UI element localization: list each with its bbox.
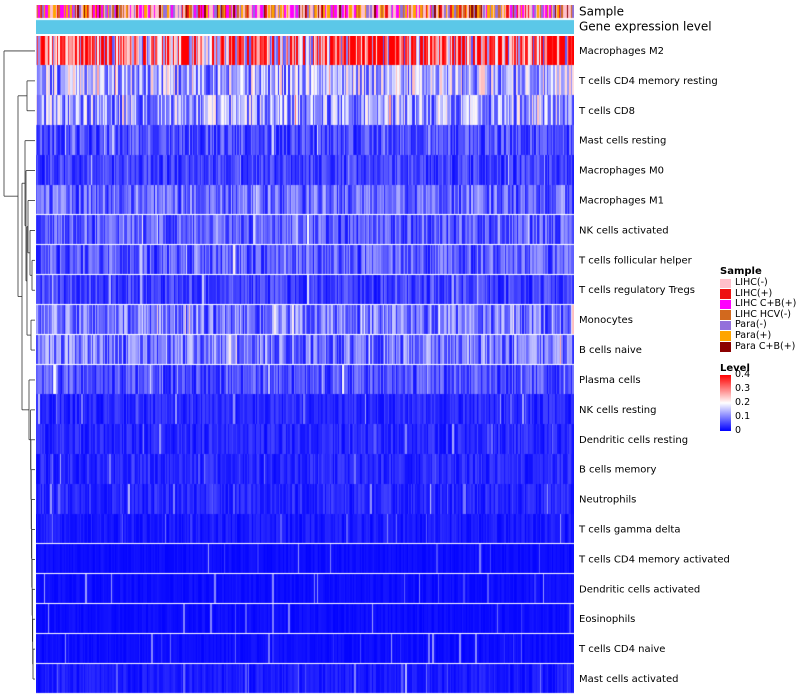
row-label: Macrophages M2 bbox=[579, 46, 664, 57]
legend-entry-sample: LIHC(+) bbox=[720, 287, 800, 300]
row-label: T cells CD4 memory resting bbox=[578, 76, 718, 87]
row-label: NK cells activated bbox=[579, 225, 669, 236]
legend-entry-sample: LIHC C+B(+) bbox=[720, 299, 800, 310]
level-tick-label: 0.2 bbox=[735, 397, 751, 408]
legend-swatch bbox=[720, 320, 731, 331]
legend-label: LIHC HCV(-) bbox=[735, 308, 792, 320]
row-label: Neutrophils bbox=[579, 495, 636, 506]
row-label: Monocytes bbox=[579, 315, 633, 326]
legend-swatch bbox=[720, 342, 731, 352]
legend-label: Para(+) bbox=[735, 329, 772, 341]
row-label: Plasma cells bbox=[579, 375, 641, 386]
legend-entry-sample: Para(-) bbox=[720, 320, 800, 331]
legend-entry-sample: Para(+) bbox=[720, 329, 800, 342]
level-tick-label: 0.4 bbox=[735, 369, 751, 380]
column-annotation-bars bbox=[36, 5, 574, 34]
legend-label: LIHC(-) bbox=[735, 277, 768, 288]
sample-legend-title: Sample bbox=[720, 266, 762, 277]
row-label: T cells gamma delta bbox=[578, 525, 680, 536]
row-label: Macrophages M1 bbox=[579, 196, 664, 207]
legend-label: LIHC C+B(+) bbox=[735, 298, 797, 310]
legend-swatch bbox=[720, 310, 731, 320]
level-tick-label: 0 bbox=[735, 425, 742, 436]
legend-swatch bbox=[720, 278, 731, 288]
legend-label: Para C+B(+) bbox=[735, 340, 796, 352]
legend-label: LIHC(+) bbox=[735, 287, 773, 299]
row-label: T cells CD4 naive bbox=[578, 644, 665, 655]
legend-label: Para(-) bbox=[735, 319, 767, 331]
legend-entry-sample: LIHC(-) bbox=[720, 277, 800, 289]
row-label: Mast cells activated bbox=[579, 674, 678, 685]
level-tick-label: 0.1 bbox=[735, 411, 751, 422]
row-label: T cells follicular helper bbox=[578, 255, 693, 266]
legend-swatch bbox=[720, 331, 731, 341]
row-label: Eosinophils bbox=[579, 614, 635, 625]
sample-legend: Sample LIHC(-) LIHC(+) LIHC C+B(+) LIHC HCV… bbox=[720, 266, 800, 352]
row-label: B cells memory bbox=[579, 465, 656, 476]
legend-swatch bbox=[720, 299, 731, 310]
legend-entry-sample: LIHC HCV(-) bbox=[720, 308, 800, 321]
level-tick-label: 0.3 bbox=[735, 383, 751, 394]
row-label: B cells naive bbox=[579, 345, 642, 356]
row-label: NK cells resting bbox=[579, 405, 656, 416]
row-label: T cells regulatory Tregs bbox=[578, 285, 695, 296]
legend-entry-sample: Para C+B(+) bbox=[720, 340, 800, 353]
row-label: Dendritic cells activated bbox=[579, 584, 700, 595]
annotation-label-expression: Gene expression level bbox=[579, 20, 712, 34]
row-label: Dendritic cells resting bbox=[579, 435, 688, 446]
level-gradient-bar bbox=[720, 375, 731, 431]
level-legend-title: Level bbox=[720, 363, 750, 374]
row-label: Macrophages M0 bbox=[579, 166, 664, 177]
row-label: T cells CD8 bbox=[578, 106, 635, 117]
row-label: Mast cells resting bbox=[579, 136, 666, 147]
legend-swatch bbox=[720, 289, 731, 299]
annotation-label-sample: Sample bbox=[579, 5, 624, 19]
row-label: T cells CD4 memory activated bbox=[578, 554, 730, 565]
level-legend: Level 0.4 0.3 0.2 0.1 0 bbox=[720, 363, 800, 436]
heatmap-cells bbox=[36, 36, 574, 694]
